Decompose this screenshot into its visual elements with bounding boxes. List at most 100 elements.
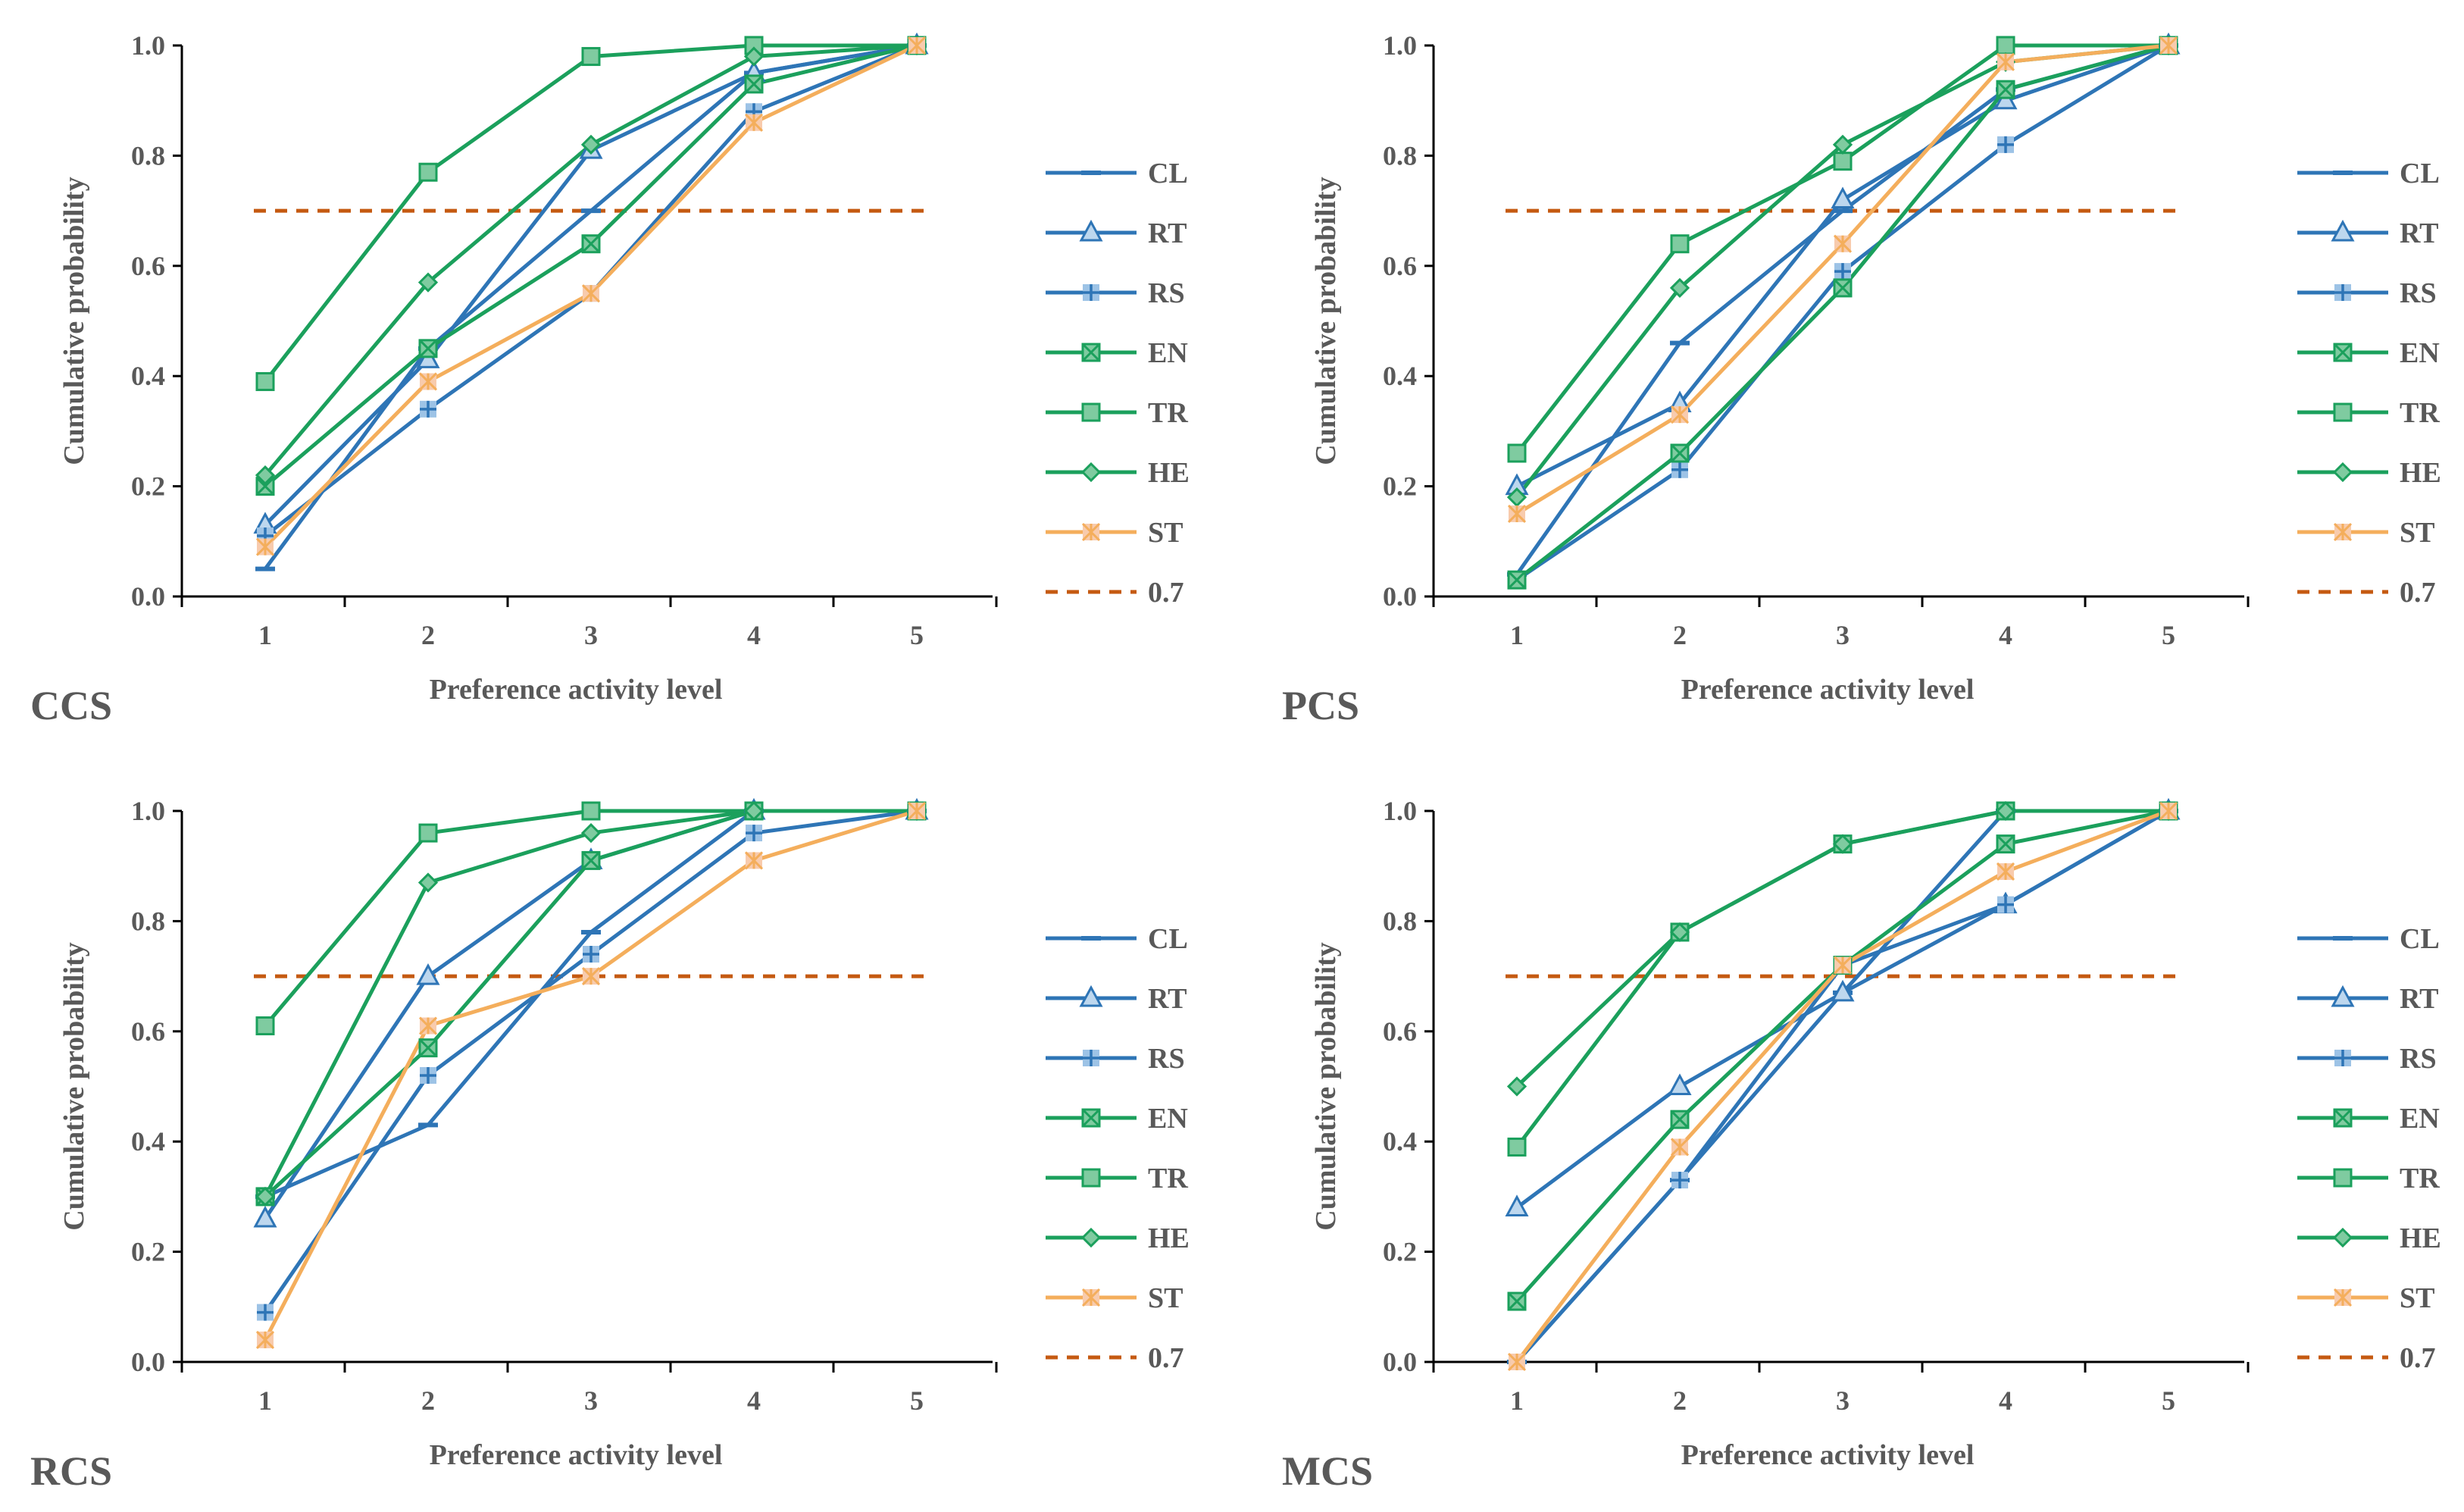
x-tick-label: 5 (910, 620, 924, 650)
legend: CL RT RS EN TR HE ST 0.7 (1046, 923, 1190, 1374)
data-point-st (255, 537, 275, 556)
legend-marker-st (2333, 522, 2353, 542)
data-point-st (1833, 234, 1853, 253)
data-point-st (1507, 1352, 1527, 1372)
chart-panel-pcs: 0.0 0.2 0.4 0.6 0.8 1.0 1 2 3 4 5 Cumulative probab… (1282, 30, 2441, 728)
series-line-tr (264, 809, 917, 1028)
data-point-en (1507, 570, 1527, 590)
data-point-st (1670, 405, 1690, 424)
data-point-tr (255, 371, 275, 391)
data-point-en (255, 477, 275, 496)
data-point-st (418, 1016, 438, 1035)
legend-label-cl: CL (2400, 158, 2440, 189)
y-tick-label: 0.6 (131, 1016, 165, 1047)
legend: CL RT RS EN TR HE ST 0.7 (1046, 158, 1190, 609)
legend-marker-rt (2331, 219, 2355, 242)
y-tick-label: 0.2 (131, 471, 165, 502)
legend-label-he: HE (1148, 1222, 1190, 1254)
series-line-cl (1515, 809, 2169, 1363)
panel-label: RCS (30, 1448, 112, 1494)
data-point-tr (255, 1016, 275, 1036)
y-axis-title: Cumulative probability (1310, 942, 1342, 1230)
data-point-he (417, 872, 439, 893)
data-point-rt (1993, 87, 2018, 110)
data-point-tr (1833, 152, 1853, 171)
legend-label-en: EN (2400, 1103, 2440, 1135)
y-tick-label: 0.6 (1383, 251, 1417, 281)
x-tick-label: 3 (584, 1385, 598, 1416)
legend-marker-tr (1081, 402, 1101, 422)
legend: CL RT RS EN TR HE ST 0.7 (2297, 923, 2441, 1374)
legend-label-threshold: 0.7 (2400, 577, 2436, 609)
chart-panel-rcs: 0.0 0.2 0.4 0.6 0.8 1.0 1 2 3 4 5 Cumulative probab… (30, 796, 1190, 1494)
legend-label-rs: RS (1148, 1043, 1185, 1075)
legend-label-cl: CL (1148, 923, 1188, 955)
data-point-rs (420, 1066, 436, 1084)
y-tick-label: 0.0 (1383, 1347, 1417, 1377)
y-axis-title: Cumulative probability (1310, 177, 1342, 465)
legend-marker-st (2333, 1288, 2353, 1307)
series-line-en (264, 43, 918, 488)
data-point-he (1832, 134, 1853, 155)
series-line-tr (1515, 809, 2169, 1148)
data-point-en (1507, 1291, 1527, 1311)
series-line-rs (1515, 43, 2170, 582)
legend-label-he: HE (2400, 1222, 2441, 1254)
legend-marker-st (1081, 522, 1101, 542)
x-tick-label: 4 (747, 620, 761, 650)
data-point-he (743, 46, 765, 67)
data-point-rs (1671, 1172, 1688, 1189)
series-line-rs (1515, 809, 2170, 1363)
legend-marker-rs (2334, 1050, 2351, 1066)
chart-panel-ccs: 0.0 0.2 0.4 0.6 0.8 1.0 1 2 3 4 5 Cumulative probab… (30, 30, 1190, 728)
legend-marker-en (1081, 343, 1101, 362)
legend-label-st: ST (1148, 1282, 1183, 1314)
data-point-rs (1997, 896, 2014, 913)
data-point-st (2159, 801, 2178, 821)
y-tick-label: 1.0 (1383, 30, 1417, 61)
legend-label-rt: RT (2400, 218, 2438, 249)
x-tick-label: 3 (1836, 620, 1850, 650)
legend-marker-tr (2333, 402, 2353, 422)
data-point-rt (1831, 186, 1855, 209)
data-point-st (581, 967, 601, 986)
data-point-st (581, 284, 601, 303)
legend-marker-en (2333, 1108, 2353, 1128)
legend-label-tr: TR (1148, 397, 1188, 429)
legend-label-tr: TR (2400, 1163, 2440, 1194)
legend-label-rt: RT (2400, 983, 2438, 1015)
data-point-rt (416, 963, 440, 985)
x-tick-label: 4 (1999, 1385, 2012, 1416)
legend-label-cl: CL (1148, 158, 1188, 189)
data-point-st (255, 1330, 275, 1349)
data-point-st (744, 851, 764, 870)
legend-label-he: HE (1148, 457, 1190, 489)
y-tick-label: 0.0 (131, 581, 165, 612)
legend-marker-en (2333, 343, 2353, 362)
y-tick-label: 0.4 (131, 361, 165, 391)
legend-marker-en (1081, 1108, 1101, 1128)
data-point-en (418, 339, 438, 358)
data-point-en (1996, 834, 2015, 854)
series-line-cl (263, 43, 918, 571)
x-tick-label: 2 (421, 1385, 435, 1416)
series-line-st (1515, 809, 2169, 1363)
x-tick-label: 5 (910, 1385, 924, 1416)
y-tick-label: 0.4 (131, 1126, 165, 1157)
y-tick-label: 0.4 (1383, 361, 1417, 391)
x-tick-label: 4 (747, 1385, 761, 1416)
legend-marker-rt (1079, 219, 1103, 242)
legend-label-he: HE (2400, 457, 2441, 489)
legend-marker-he (2332, 1227, 2353, 1248)
data-point-he (580, 134, 602, 155)
y-axis-title: Cumulative probability (58, 177, 90, 465)
legend-marker-rt (1079, 985, 1103, 1007)
data-point-rs (583, 946, 599, 963)
legend-label-st: ST (1148, 517, 1183, 549)
y-tick-label: 0.6 (1383, 1016, 1417, 1047)
legend-label-threshold: 0.7 (2400, 1342, 2436, 1374)
legend-marker-st (1081, 1288, 1101, 1307)
series-line-en (1515, 43, 2169, 582)
series-line-rt (1515, 809, 2170, 1210)
